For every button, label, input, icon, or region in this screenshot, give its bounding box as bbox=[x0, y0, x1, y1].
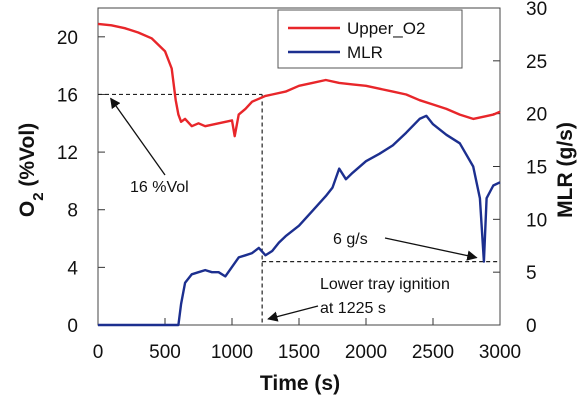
y-left-tick-label: 0 bbox=[67, 316, 78, 337]
y-right-tick-label: 25 bbox=[526, 52, 547, 73]
x-tick-label: 1500 bbox=[278, 342, 320, 363]
y-right-tick-label: 10 bbox=[526, 210, 547, 231]
y-left-tick-label: 20 bbox=[57, 28, 78, 49]
x-tick-label: 2500 bbox=[412, 342, 454, 363]
y-left-tick-label: 16 bbox=[57, 85, 78, 106]
annotation-16-vol: 16 %Vol bbox=[130, 179, 189, 196]
y-axis-left-title: O2 (%Vol) bbox=[16, 123, 47, 217]
series-line-mlr bbox=[98, 114, 501, 327]
y-right-tick-label: 15 bbox=[526, 158, 547, 179]
y-left-tick-label: 8 bbox=[67, 201, 78, 222]
x-tick-label: 0 bbox=[93, 342, 104, 363]
y-axis-right-title: MLR (g/s) bbox=[554, 122, 577, 218]
axes: 0 500 1000 1500 2000 2500 30000481216200510152… bbox=[57, 0, 547, 363]
axis-titles: Time (s) O2 (%Vol) MLR (g/s) bbox=[16, 122, 577, 395]
y-right-tick-label: 30 bbox=[526, 0, 547, 20]
legend: Upper_O2 MLR bbox=[277, 9, 463, 69]
x-tick-label: 500 bbox=[149, 342, 181, 363]
svg-text:O2 (%Vol): O2 (%Vol) bbox=[16, 123, 47, 217]
x-tick-label: 3000 bbox=[479, 342, 521, 363]
annotation-6-gs: 6 g/s bbox=[333, 231, 368, 248]
x-tick-label: 1000 bbox=[211, 342, 253, 363]
y-left-tick-label: 4 bbox=[67, 258, 78, 279]
reference-lines bbox=[98, 93, 500, 325]
y-left-tick-label: 12 bbox=[57, 143, 78, 164]
annotation-ignition-line2: at 1225 s bbox=[320, 300, 386, 317]
series-line-upper-o2 bbox=[97, 22, 501, 138]
y-right-tick-label: 20 bbox=[526, 105, 547, 126]
x-tick-label: 2000 bbox=[345, 342, 387, 363]
legend-box bbox=[277, 9, 463, 69]
annotations: 16 %Vol 6 g/s Lower tray ignition at 1225 s bbox=[110, 97, 478, 322]
arrow-6-gs bbox=[384, 237, 478, 261]
plot-frame bbox=[97, 7, 501, 326]
y-right-tick-label: 5 bbox=[526, 263, 537, 284]
annotation-ignition-line1: Lower tray ignition bbox=[320, 276, 450, 293]
arrow-ignition bbox=[267, 305, 319, 322]
y-right-tick-label: 0 bbox=[526, 316, 537, 337]
legend-label-mlr: MLR bbox=[347, 43, 383, 62]
legend-label-upper-o2: Upper_O2 bbox=[347, 19, 425, 38]
x-axis-title: Time (s) bbox=[260, 372, 340, 395]
svg-text:MLR (g/s): MLR (g/s) bbox=[554, 122, 577, 218]
series-group bbox=[97, 22, 501, 327]
arrow-16-vol bbox=[110, 97, 166, 176]
